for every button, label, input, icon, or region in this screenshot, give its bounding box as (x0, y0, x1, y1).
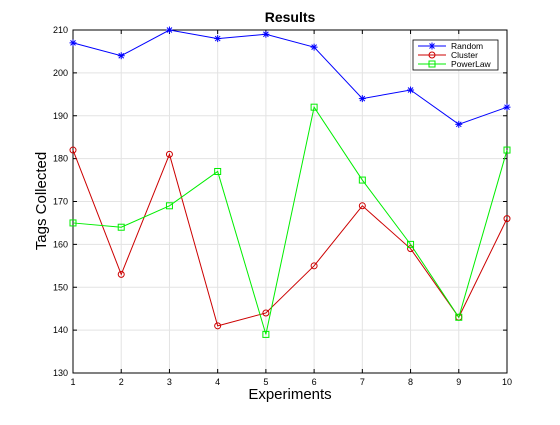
data-point-random (69, 39, 77, 47)
data-point-cluster (310, 262, 318, 270)
legend-label-random: Random (451, 41, 483, 51)
data-point-cluster (165, 150, 173, 158)
data-point-random (214, 35, 222, 43)
star-stroke (407, 87, 414, 93)
x-tick-label: 2 (119, 377, 124, 387)
series-line-random (72, 29, 508, 125)
star-stroke (359, 95, 366, 102)
data-point-powerlaw (407, 240, 415, 248)
y-tick-label: 130 (53, 368, 68, 378)
data-point-powerlaw (358, 176, 366, 184)
data-point-random (407, 86, 415, 94)
data-point-cluster (503, 215, 511, 223)
x-tick-label: 6 (312, 377, 317, 387)
star-stroke (166, 27, 173, 33)
axis-ticks: 1 2 3 4 5 6 7 8 9 10 130 140 150 160 170 180 190 200 210 (53, 25, 512, 387)
series-line-cluster (72, 149, 508, 327)
y-tick-label: 200 (53, 68, 68, 78)
star-stroke (214, 35, 221, 42)
x-tick-label: 3 (167, 377, 172, 387)
data-point-powerlaw (262, 330, 270, 338)
data-point-powerlaw (310, 103, 318, 111)
series-lines (69, 26, 511, 338)
legend-marker-cluster (428, 51, 436, 59)
legend-entry-random: Random (418, 41, 483, 51)
y-tick-label: 150 (53, 282, 68, 292)
x-tick-label: 4 (215, 377, 220, 387)
legend-label-powerlaw: PowerLaw (451, 59, 492, 69)
data-point-random (455, 120, 463, 128)
data-point-cluster (358, 202, 366, 210)
data-point-powerlaw (69, 219, 77, 227)
star-stroke (70, 40, 76, 46)
data-point-cluster (214, 322, 222, 330)
series-random (69, 26, 511, 128)
x-tick-label: 7 (360, 377, 365, 387)
x-tick-label: 8 (408, 377, 413, 387)
data-point-random (310, 43, 318, 51)
data-point-powerlaw (503, 146, 511, 154)
y-tick-label: 140 (53, 325, 68, 335)
data-point-powerlaw (165, 202, 173, 210)
y-tick-label: 190 (53, 111, 68, 121)
data-point-random (165, 26, 173, 34)
data-point-random (503, 103, 511, 111)
y-tick-label: 170 (53, 197, 68, 207)
data-point-powerlaw (455, 313, 463, 321)
y-tick-label: 210 (53, 25, 68, 35)
star-stroke (311, 44, 317, 51)
chart-title: Results (265, 9, 316, 25)
legend-entry-cluster: Cluster (418, 50, 478, 60)
data-point-powerlaw (214, 167, 222, 175)
y-tick-label: 180 (53, 154, 68, 164)
legend-marker-random (428, 42, 436, 50)
data-point-cluster (117, 270, 125, 278)
data-point-cluster (262, 309, 270, 317)
x-tick-label: 10 (502, 377, 512, 387)
x-tick-label: 5 (263, 377, 268, 387)
data-point-cluster (69, 146, 77, 154)
star-stroke (504, 104, 510, 111)
data-point-powerlaw (117, 223, 125, 231)
legend-entry-powerlaw: PowerLaw (418, 59, 492, 69)
data-point-random (358, 95, 366, 103)
x-tick-label: 9 (456, 377, 461, 387)
y-tick-label: 160 (53, 239, 68, 249)
star-stroke (263, 31, 269, 38)
legend-label-cluster: Cluster (451, 50, 478, 60)
series-line-powerlaw (72, 105, 508, 335)
x-axis-label: Experiments (248, 386, 331, 403)
star-stroke (118, 52, 125, 59)
star-stroke (429, 43, 435, 49)
y-axis-label: Tags Collected (33, 152, 50, 250)
data-point-random (117, 52, 125, 60)
series-powerlaw (69, 103, 511, 338)
legend-marker-powerlaw (428, 60, 436, 68)
star-stroke (455, 121, 462, 128)
x-tick-label: 1 (70, 377, 75, 387)
data-point-random (262, 30, 270, 38)
